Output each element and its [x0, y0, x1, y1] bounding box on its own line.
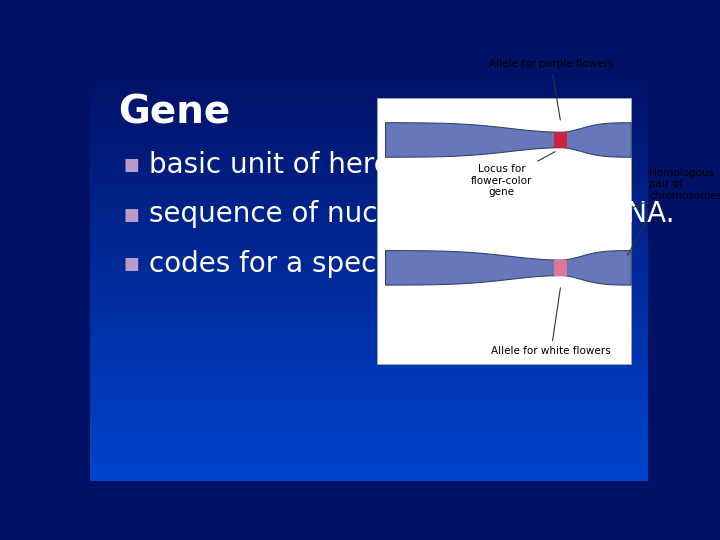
Polygon shape	[385, 123, 631, 157]
Text: codes for a specific proteins: codes for a specific proteins	[148, 251, 539, 279]
Bar	[377, 98, 631, 364]
Polygon shape	[385, 251, 631, 285]
Text: Allele for purple flowers: Allele for purple flowers	[489, 59, 613, 120]
Bar	[554, 132, 567, 148]
Text: Locus for
flower-color
gene: Locus for flower-color gene	[471, 152, 555, 197]
Text: ■: ■	[124, 255, 139, 273]
Text: Homologous
pair of
chromosomes: Homologous pair of chromosomes	[632, 167, 720, 208]
Text: ■: ■	[124, 156, 139, 173]
Text: Gene: Gene	[118, 94, 230, 132]
Text: sequence of nucleotide bases in DNA.: sequence of nucleotide bases in DNA.	[148, 200, 674, 228]
Bar	[554, 260, 567, 275]
Text: Allele for white flowers: Allele for white flowers	[491, 288, 611, 356]
Text: basic unit of heredity: basic unit of heredity	[148, 151, 443, 179]
Text: ■: ■	[124, 206, 139, 224]
